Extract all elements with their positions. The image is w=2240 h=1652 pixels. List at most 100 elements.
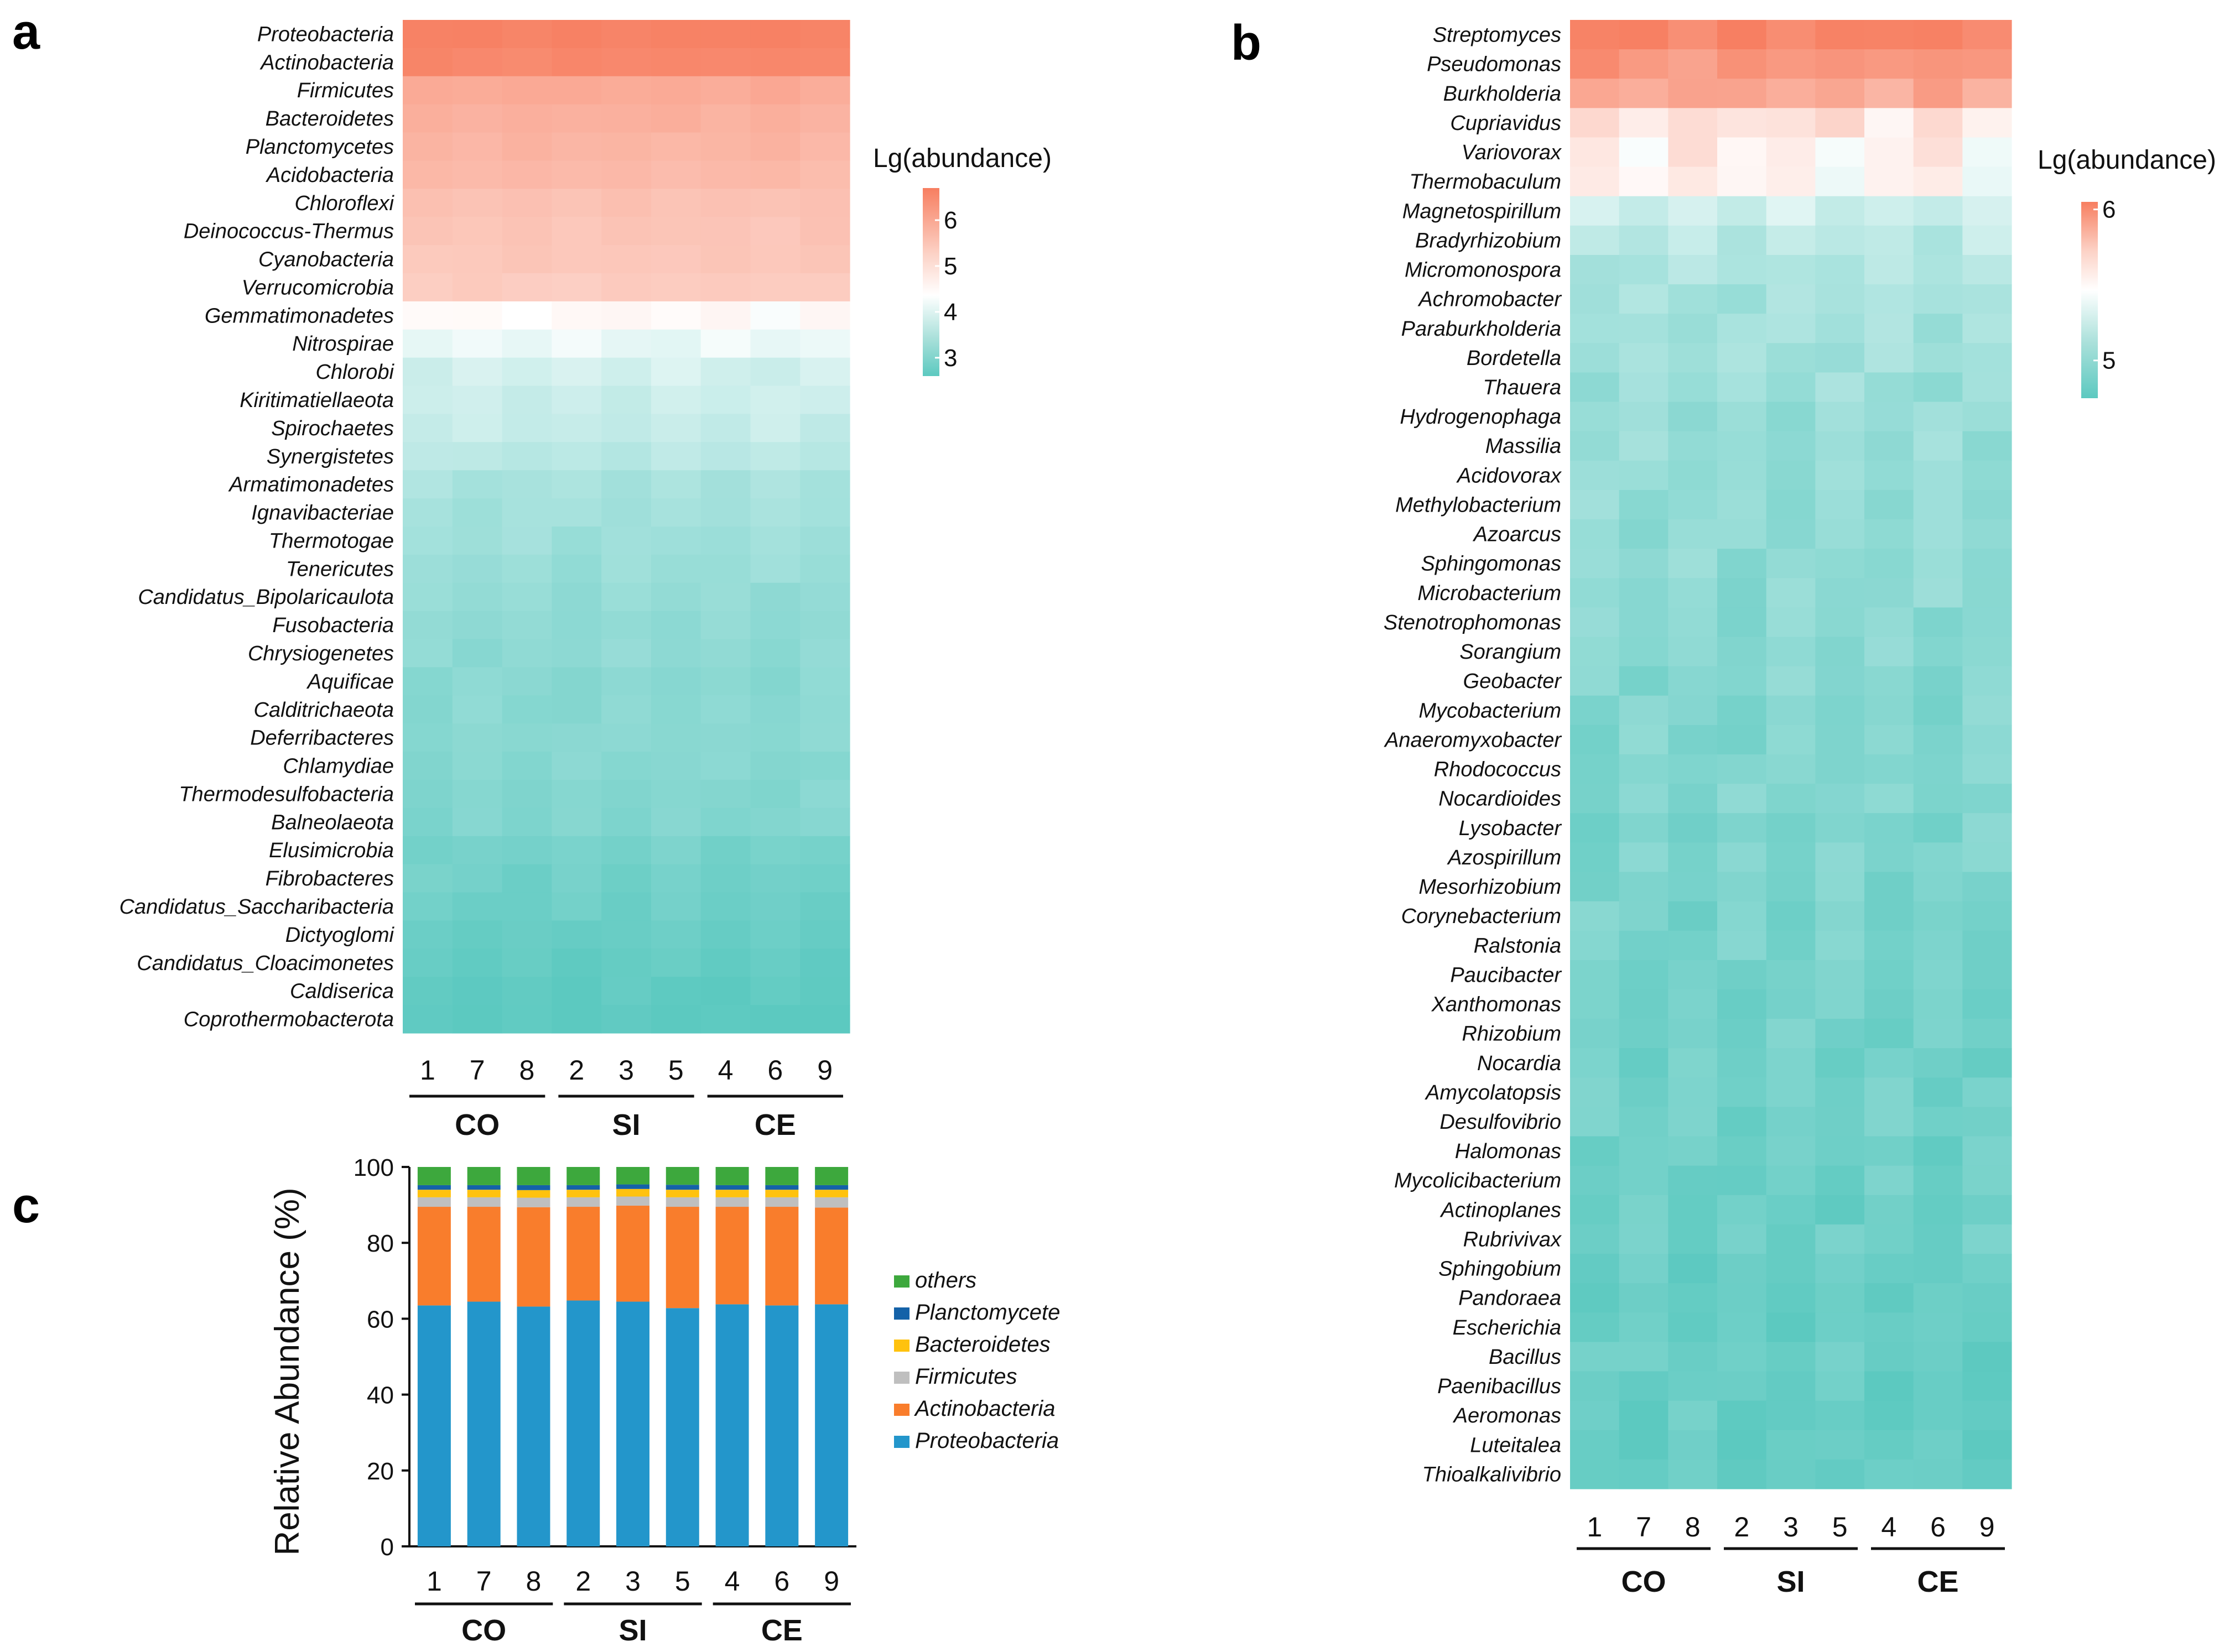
heatmap-cell	[1668, 79, 1718, 108]
heatmap-cell	[1668, 1048, 1718, 1078]
heatmap-row-label: Candidatus_Bipolaricaulota	[138, 586, 394, 609]
heatmap-cell	[1962, 1077, 2012, 1108]
heatmap-column-label: 5	[668, 1055, 684, 1086]
heatmap-cell	[1815, 196, 1865, 226]
heatmap-cell	[1717, 930, 1767, 961]
heatmap-cell	[750, 695, 801, 724]
heatmap-cell	[700, 752, 751, 780]
heatmap-cell	[1619, 225, 1669, 256]
heatmap-cell	[452, 892, 503, 921]
heatmap-cell	[1766, 1254, 1816, 1284]
heatmap-cell	[502, 1005, 552, 1034]
heatmap-row-label: Caldiserica	[290, 980, 394, 1003]
panel-c-label: c	[12, 1178, 40, 1233]
heatmap-cell	[1864, 1019, 1914, 1049]
heatmap-cell	[1717, 1371, 1767, 1401]
heatmap-cell	[403, 189, 453, 217]
heatmap-row-label: Thauera	[1483, 376, 1561, 399]
heatmap-cell	[1864, 1224, 1914, 1254]
heatmap-cell	[1717, 196, 1767, 226]
bar-legend-swatch	[894, 1404, 909, 1416]
heatmap-cell	[700, 920, 751, 949]
heatmap-cell	[800, 385, 850, 415]
heatmap-cell	[1913, 489, 1963, 520]
heatmap-cell	[1619, 637, 1669, 667]
heatmap-cell	[552, 1005, 602, 1034]
heatmap-cell	[1913, 1019, 1963, 1049]
bar-legend-label: Proteobacteria	[915, 1429, 1059, 1453]
bar-category-label: 2	[575, 1566, 591, 1597]
heatmap-cell	[800, 611, 850, 640]
bar-category-label: 1	[427, 1566, 442, 1597]
heatmap-cell	[552, 807, 602, 837]
heatmap-cell	[1668, 20, 1718, 50]
panel-c-stacked-bar: c Relative Abundance (%) 0 20 40 60 80 100 1 7…	[12, 1154, 1060, 1647]
bar-legend: others Planctomycete Bacteroidetes Firmicut…	[894, 1268, 1060, 1453]
heatmap-cell	[1570, 1459, 1620, 1489]
heatmap-cell	[1913, 402, 1963, 432]
heatmap-cell	[601, 639, 652, 668]
heatmap-cell	[1864, 784, 1914, 814]
heatmap-cell	[1668, 725, 1718, 755]
heatmap-cell	[750, 498, 801, 527]
heatmap-row-label: Magnetospirillum	[1402, 200, 1561, 223]
heatmap-cell	[1570, 607, 1620, 638]
heatmap-cell	[1864, 578, 1914, 608]
bar-segment	[815, 1185, 849, 1190]
heatmap-cell	[750, 752, 801, 780]
heatmap-cell	[1913, 842, 1963, 873]
heatmap-row-label: Chlamydiae	[283, 755, 394, 778]
heatmap-cell	[403, 442, 453, 471]
heatmap-cell	[403, 977, 453, 1005]
heatmap-cell	[800, 780, 850, 809]
heatmap-cell	[452, 273, 503, 302]
bar-segment	[567, 1167, 600, 1185]
heatmap-cell	[1962, 1254, 2012, 1284]
heatmap-cell	[1570, 989, 1620, 1019]
heatmap-cell	[1864, 1254, 1914, 1284]
heatmap-cell	[1570, 20, 1620, 50]
heatmap-cell	[1913, 1371, 1963, 1401]
heatmap-cell	[750, 836, 801, 865]
heatmap-cell	[1913, 137, 1963, 168]
heatmap-cell	[1717, 1107, 1767, 1137]
heatmap-cell	[601, 527, 652, 555]
heatmap-cell	[452, 752, 503, 780]
bar-segment	[765, 1167, 799, 1185]
heatmap-cell	[403, 160, 453, 189]
heatmap-cell	[1570, 872, 1620, 902]
heatmap-cell	[1619, 519, 1669, 549]
heatmap-cell	[502, 949, 552, 977]
heatmap-cell	[750, 780, 801, 809]
bar-segment	[765, 1190, 799, 1197]
heatmap-cell	[1766, 402, 1816, 432]
heatmap-cell	[601, 780, 652, 809]
heatmap-cell	[800, 527, 850, 555]
heatmap-cell	[651, 301, 701, 330]
heatmap-cell	[700, 611, 751, 640]
heatmap-cell	[1717, 784, 1767, 814]
heatmap-cell	[1766, 930, 1816, 961]
panel-b-label: b	[1231, 15, 1261, 71]
heatmap-cell	[1570, 784, 1620, 814]
heatmap-cell	[1962, 1430, 2012, 1460]
heatmap-cell	[502, 977, 552, 1005]
heatmap-cell	[1717, 402, 1767, 432]
heatmap-row-label: Ralstonia	[1474, 934, 1561, 957]
heatmap-row-label: Methylobacterium	[1395, 493, 1561, 517]
bar-category-label: 4	[725, 1566, 740, 1597]
heatmap-cell	[1913, 108, 1963, 138]
bar-y-tick-label: 60	[367, 1306, 394, 1333]
heatmap-cell	[1913, 989, 1963, 1019]
heatmap-row-label: Synergistetes	[267, 445, 394, 468]
heatmap-cell	[1717, 695, 1767, 726]
heatmap-cell	[403, 780, 453, 809]
heatmap-cell	[800, 217, 850, 246]
bar-segment	[715, 1207, 749, 1305]
heatmap-cell	[700, 245, 751, 274]
heatmap-cell	[1864, 314, 1914, 343]
bar-segment	[616, 1189, 649, 1197]
heatmap-cell	[1913, 284, 1963, 314]
heatmap-cell	[502, 442, 552, 471]
heatmap-cell	[403, 667, 453, 696]
